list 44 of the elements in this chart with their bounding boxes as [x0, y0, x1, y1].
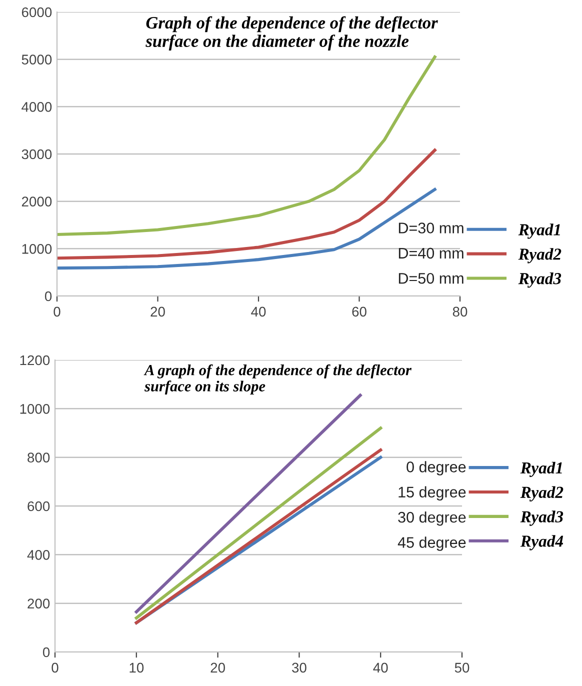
legend-label: Ryad1	[520, 462, 562, 477]
text: A graph of the dependence of the deflector surface on its slope	[144, 364, 412, 395]
x-tick-label: 80	[452, 306, 468, 317]
line-series	[57, 188, 436, 270]
legend-label: Ryad3	[520, 510, 564, 526]
y-tick-label: 2000	[22, 196, 52, 207]
annotation: 30 degree	[398, 511, 466, 526]
annotation: 15 degree	[398, 486, 466, 501]
y-tick-label: 800	[28, 452, 50, 463]
x-tick-label: 0	[54, 306, 60, 317]
line-series	[57, 148, 436, 260]
legend-label: Ryad2	[518, 248, 562, 264]
y-tick-label: 1200	[20, 355, 50, 366]
x-tick-label: 60	[352, 306, 366, 317]
legend-label: Ryad2	[520, 486, 564, 502]
annotation: D=30 mm	[398, 222, 464, 234]
line-series	[57, 55, 436, 236]
y-tick-label: 6000	[22, 7, 52, 18]
y-tick-label: 400	[27, 550, 50, 560]
x-tick-label: 50	[454, 662, 470, 673]
annotation: 45 degree	[398, 536, 466, 551]
y-tick-label: 5000	[22, 54, 52, 65]
x-tick-label: 40	[373, 662, 388, 673]
y-tick-label: 0	[44, 291, 52, 302]
x-tick-label: 30	[292, 662, 306, 673]
y-tick-label: 600	[28, 501, 50, 512]
x-tick-label: 20	[210, 662, 225, 673]
y-tick-label: 3000	[22, 149, 52, 160]
x-tick-label: 20	[150, 306, 165, 317]
y-tick-label: 1000	[22, 244, 52, 254]
y-tick-label: 200	[28, 598, 50, 609]
y-tick-label: 0	[42, 647, 50, 658]
y-tick-label: 4000	[22, 102, 52, 112]
annotation: 0 degree	[406, 461, 466, 476]
x-tick-label: 10	[130, 662, 144, 673]
legend-label: Ryad4	[520, 535, 564, 550]
text: Graph of the dependence of the deflector surface on the diameter of the nozzle	[146, 16, 438, 51]
legend-label: Ryad1	[518, 224, 560, 239]
legend-label: Ryad3	[518, 272, 562, 288]
x-tick-label: 0	[52, 662, 58, 673]
y-tick-label: 1000	[20, 404, 50, 414]
annotation: D=50 mm	[398, 272, 464, 284]
annotation: D=40 mm	[398, 248, 464, 259]
x-tick-label: 40	[251, 306, 266, 317]
